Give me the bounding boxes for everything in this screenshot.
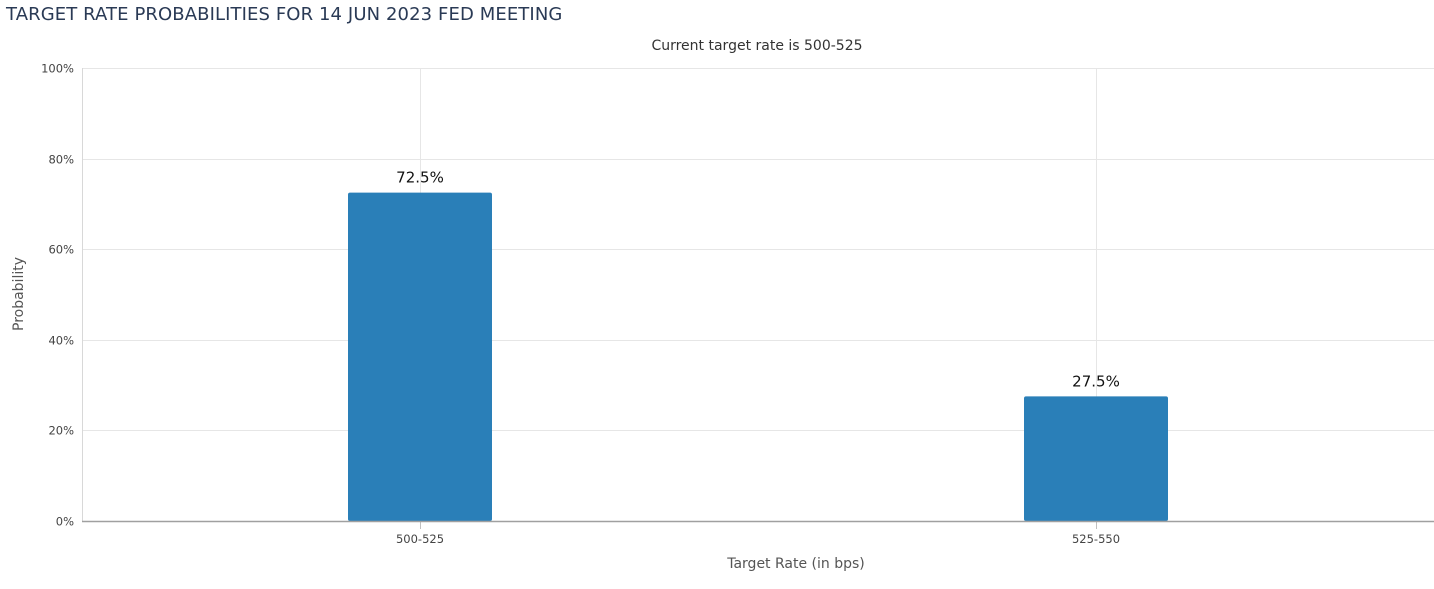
- y-tick-label: 0%: [56, 515, 74, 529]
- chart-subtitle: Current target rate is 500-525: [651, 38, 862, 54]
- x-axis-ticks: 500-525 525-550: [396, 521, 1120, 546]
- y-tick-label: 20%: [48, 424, 74, 438]
- page-title: TARGET RATE PROBABILITIES FOR 14 JUN 202…: [6, 4, 563, 25]
- x-axis-label: Target Rate (in bps): [726, 556, 865, 572]
- y-axis-label: Probability: [11, 257, 27, 331]
- y-axis-ticks: 0% 20% 40% 60% 80% 100%: [41, 62, 74, 529]
- y-tick-label: 80%: [48, 153, 74, 167]
- grid-lines: [82, 68, 1434, 522]
- y-tick-label: 100%: [41, 62, 74, 76]
- data-label: 72.5%: [396, 169, 444, 187]
- data-labels: 72.5% 27.5%: [396, 169, 1120, 391]
- bars: [348, 192, 1168, 521]
- x-tick-label: 525-550: [1072, 532, 1120, 546]
- data-label: 27.5%: [1072, 372, 1120, 390]
- bar-500-525[interactable]: [348, 192, 492, 521]
- y-tick-label: 40%: [48, 334, 74, 348]
- x-tick-label: 500-525: [396, 532, 444, 546]
- y-tick-label: 60%: [48, 243, 74, 257]
- bar-525-550[interactable]: [1024, 396, 1168, 521]
